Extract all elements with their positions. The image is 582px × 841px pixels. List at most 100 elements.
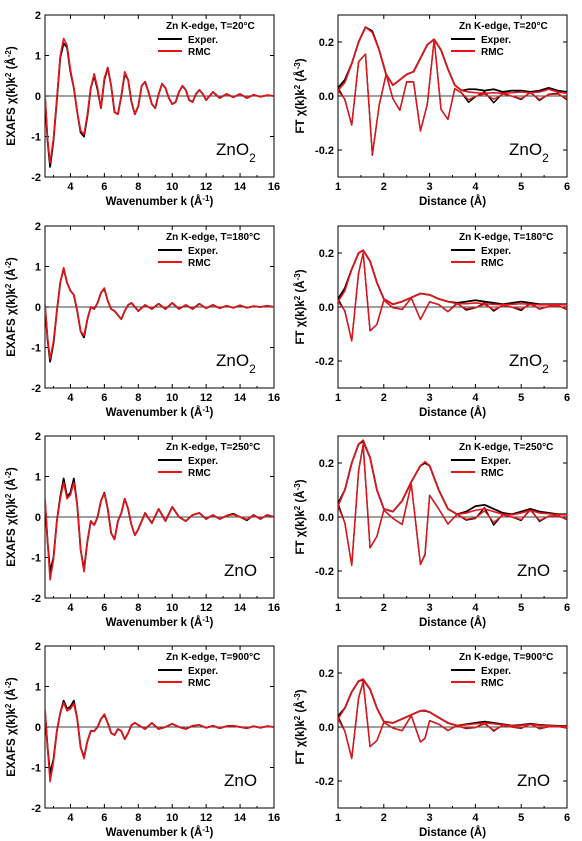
x-tick-label: 12 <box>200 812 212 824</box>
y-tick-label: -1 <box>31 763 41 775</box>
series-line-exper <box>338 26 567 93</box>
series-group <box>45 699 274 783</box>
y-tick-label: -1 <box>31 343 41 355</box>
x-tick-label: 16 <box>268 602 280 614</box>
x-tick-label: 4 <box>67 181 74 193</box>
x-tick-label: 12 <box>200 392 212 404</box>
y-axis-title: FT χ(k)k2 (Å-3) <box>293 689 308 764</box>
series-group <box>45 477 274 581</box>
x-axis-title: Distance (Å) <box>419 406 486 419</box>
x-tick-label: 10 <box>166 602 178 614</box>
x-tick-label: 6 <box>101 181 107 193</box>
x-tick-label: 6 <box>564 812 570 824</box>
x-tick-label: 6 <box>564 181 570 193</box>
series-line-rmc <box>45 37 274 164</box>
series-line-rmc <box>338 26 567 95</box>
legend-entry: Exper. <box>481 246 511 257</box>
legend-entry: Exper. <box>188 666 218 677</box>
series-imag-rmc <box>338 680 567 760</box>
x-tick-label: 8 <box>135 602 141 614</box>
y-tick-label: 1 <box>35 262 41 274</box>
series-group <box>45 37 274 168</box>
chart-panel-ft-3: 1 2 3 4 5 6 -0.2 0.0 0.2 Distance (Å) FT χ(k)k2 (Å… <box>293 645 570 839</box>
x-tick-label: 4 <box>67 602 74 614</box>
y-tick-label: 0.2 <box>319 668 334 680</box>
y-tick-label: -2 <box>31 593 41 605</box>
x-axis-title: Wavenumber k (Å-1) <box>106 405 214 420</box>
x-tick-label: 3 <box>427 181 433 193</box>
y-tick-label: -0.2 <box>315 356 334 368</box>
y-axis-title: EXAFS χ(k)k2 (Å-2) <box>4 467 19 567</box>
compound-label: ZnO2 <box>216 351 256 376</box>
legend-entry: RMC <box>481 678 504 689</box>
series-imag-rmc <box>338 443 567 567</box>
x-tick-label: 4 <box>472 812 479 824</box>
series-line-exper <box>45 267 274 363</box>
chart-panel-ft-1: 1 2 3 4 5 6 -0.2 0.0 0.2 Distance (Å) FT χ(k)k2 (Å… <box>293 225 570 419</box>
y-tick-label: -0.2 <box>315 145 334 157</box>
y-tick-label: 0.2 <box>319 458 334 470</box>
series-imag-rmc <box>338 38 567 155</box>
y-tick-label: 0.0 <box>319 512 334 524</box>
series-group <box>45 266 274 363</box>
compound-label: ZnO2 <box>509 140 549 165</box>
x-axis-title: Distance (Å) <box>419 826 486 839</box>
x-tick-label: 1 <box>335 392 341 404</box>
legend-title: Zn K-edge, T=900°C <box>166 652 260 663</box>
y-tick-label: 0 <box>35 512 41 524</box>
x-tick-label: 3 <box>427 602 433 614</box>
x-tick-label: 10 <box>166 392 178 404</box>
series-line-rmc <box>338 678 567 727</box>
y-tick-label: -1 <box>31 553 41 565</box>
series-line-rmc <box>45 266 274 360</box>
legend-entry: Exper. <box>481 35 511 46</box>
y-tick-label: -1 <box>31 132 41 144</box>
x-tick-label: 8 <box>135 392 141 404</box>
x-tick-label: 4 <box>67 392 74 404</box>
compound-label: ZnO2 <box>216 140 256 165</box>
x-tick-label: 6 <box>101 602 107 614</box>
series-line-exper <box>338 249 567 306</box>
x-axis-title: Distance (Å) <box>419 195 486 208</box>
y-tick-label: -2 <box>31 803 41 815</box>
series-imag-rmc <box>338 252 567 342</box>
y-axis-title: FT χ(k)k2 (Å-3) <box>293 269 308 344</box>
legend-entry: Exper. <box>188 456 218 467</box>
y-tick-label: 0.0 <box>319 91 334 103</box>
x-tick-label: 16 <box>268 181 280 193</box>
x-tick-label: 5 <box>518 602 524 614</box>
x-tick-label: 6 <box>101 812 107 824</box>
legend-entry: RMC <box>481 47 504 58</box>
y-tick-label: 0.0 <box>319 302 334 314</box>
x-tick-label: 12 <box>200 602 212 614</box>
legend-title: Zn K-edge, T=180°C <box>166 232 260 243</box>
compound-label: ZnO <box>517 561 550 580</box>
x-tick-label: 4 <box>472 181 479 193</box>
x-axis-title: Wavenumber k (Å-1) <box>106 825 214 840</box>
y-tick-label: 1 <box>35 472 41 484</box>
series-group <box>338 439 567 567</box>
legend-entry: RMC <box>188 47 211 58</box>
x-axis-title: Wavenumber k (Å-1) <box>106 194 214 209</box>
x-tick-label: 1 <box>335 181 341 193</box>
legend-title: Zn K-edge, T=250°C <box>166 442 260 453</box>
x-tick-label: 10 <box>166 812 178 824</box>
legend-entry: RMC <box>188 468 211 479</box>
legend-title: Zn K-edge, T=900°C <box>459 652 553 663</box>
series-line-rmc <box>45 701 274 783</box>
legend-title: Zn K-edge, T=180°C <box>459 232 553 243</box>
y-tick-label: 0.2 <box>319 37 334 49</box>
y-axis-title: EXAFS χ(k)k2 (Å-2) <box>4 677 19 777</box>
x-tick-label: 3 <box>427 392 433 404</box>
series-group <box>338 678 567 760</box>
y-tick-label: 0 <box>35 91 41 103</box>
series-group <box>338 26 567 156</box>
chart-panel-ft-0: 1 2 3 4 5 6 -0.2 0.0 0.2 Distance (Å) FT χ(k)k2 (Å… <box>293 14 570 208</box>
y-axis-title: FT χ(k)k2 (Å-3) <box>293 479 308 554</box>
legend-entry: Exper. <box>481 456 511 467</box>
series-imag-exper <box>338 444 567 567</box>
x-tick-label: 16 <box>268 812 280 824</box>
